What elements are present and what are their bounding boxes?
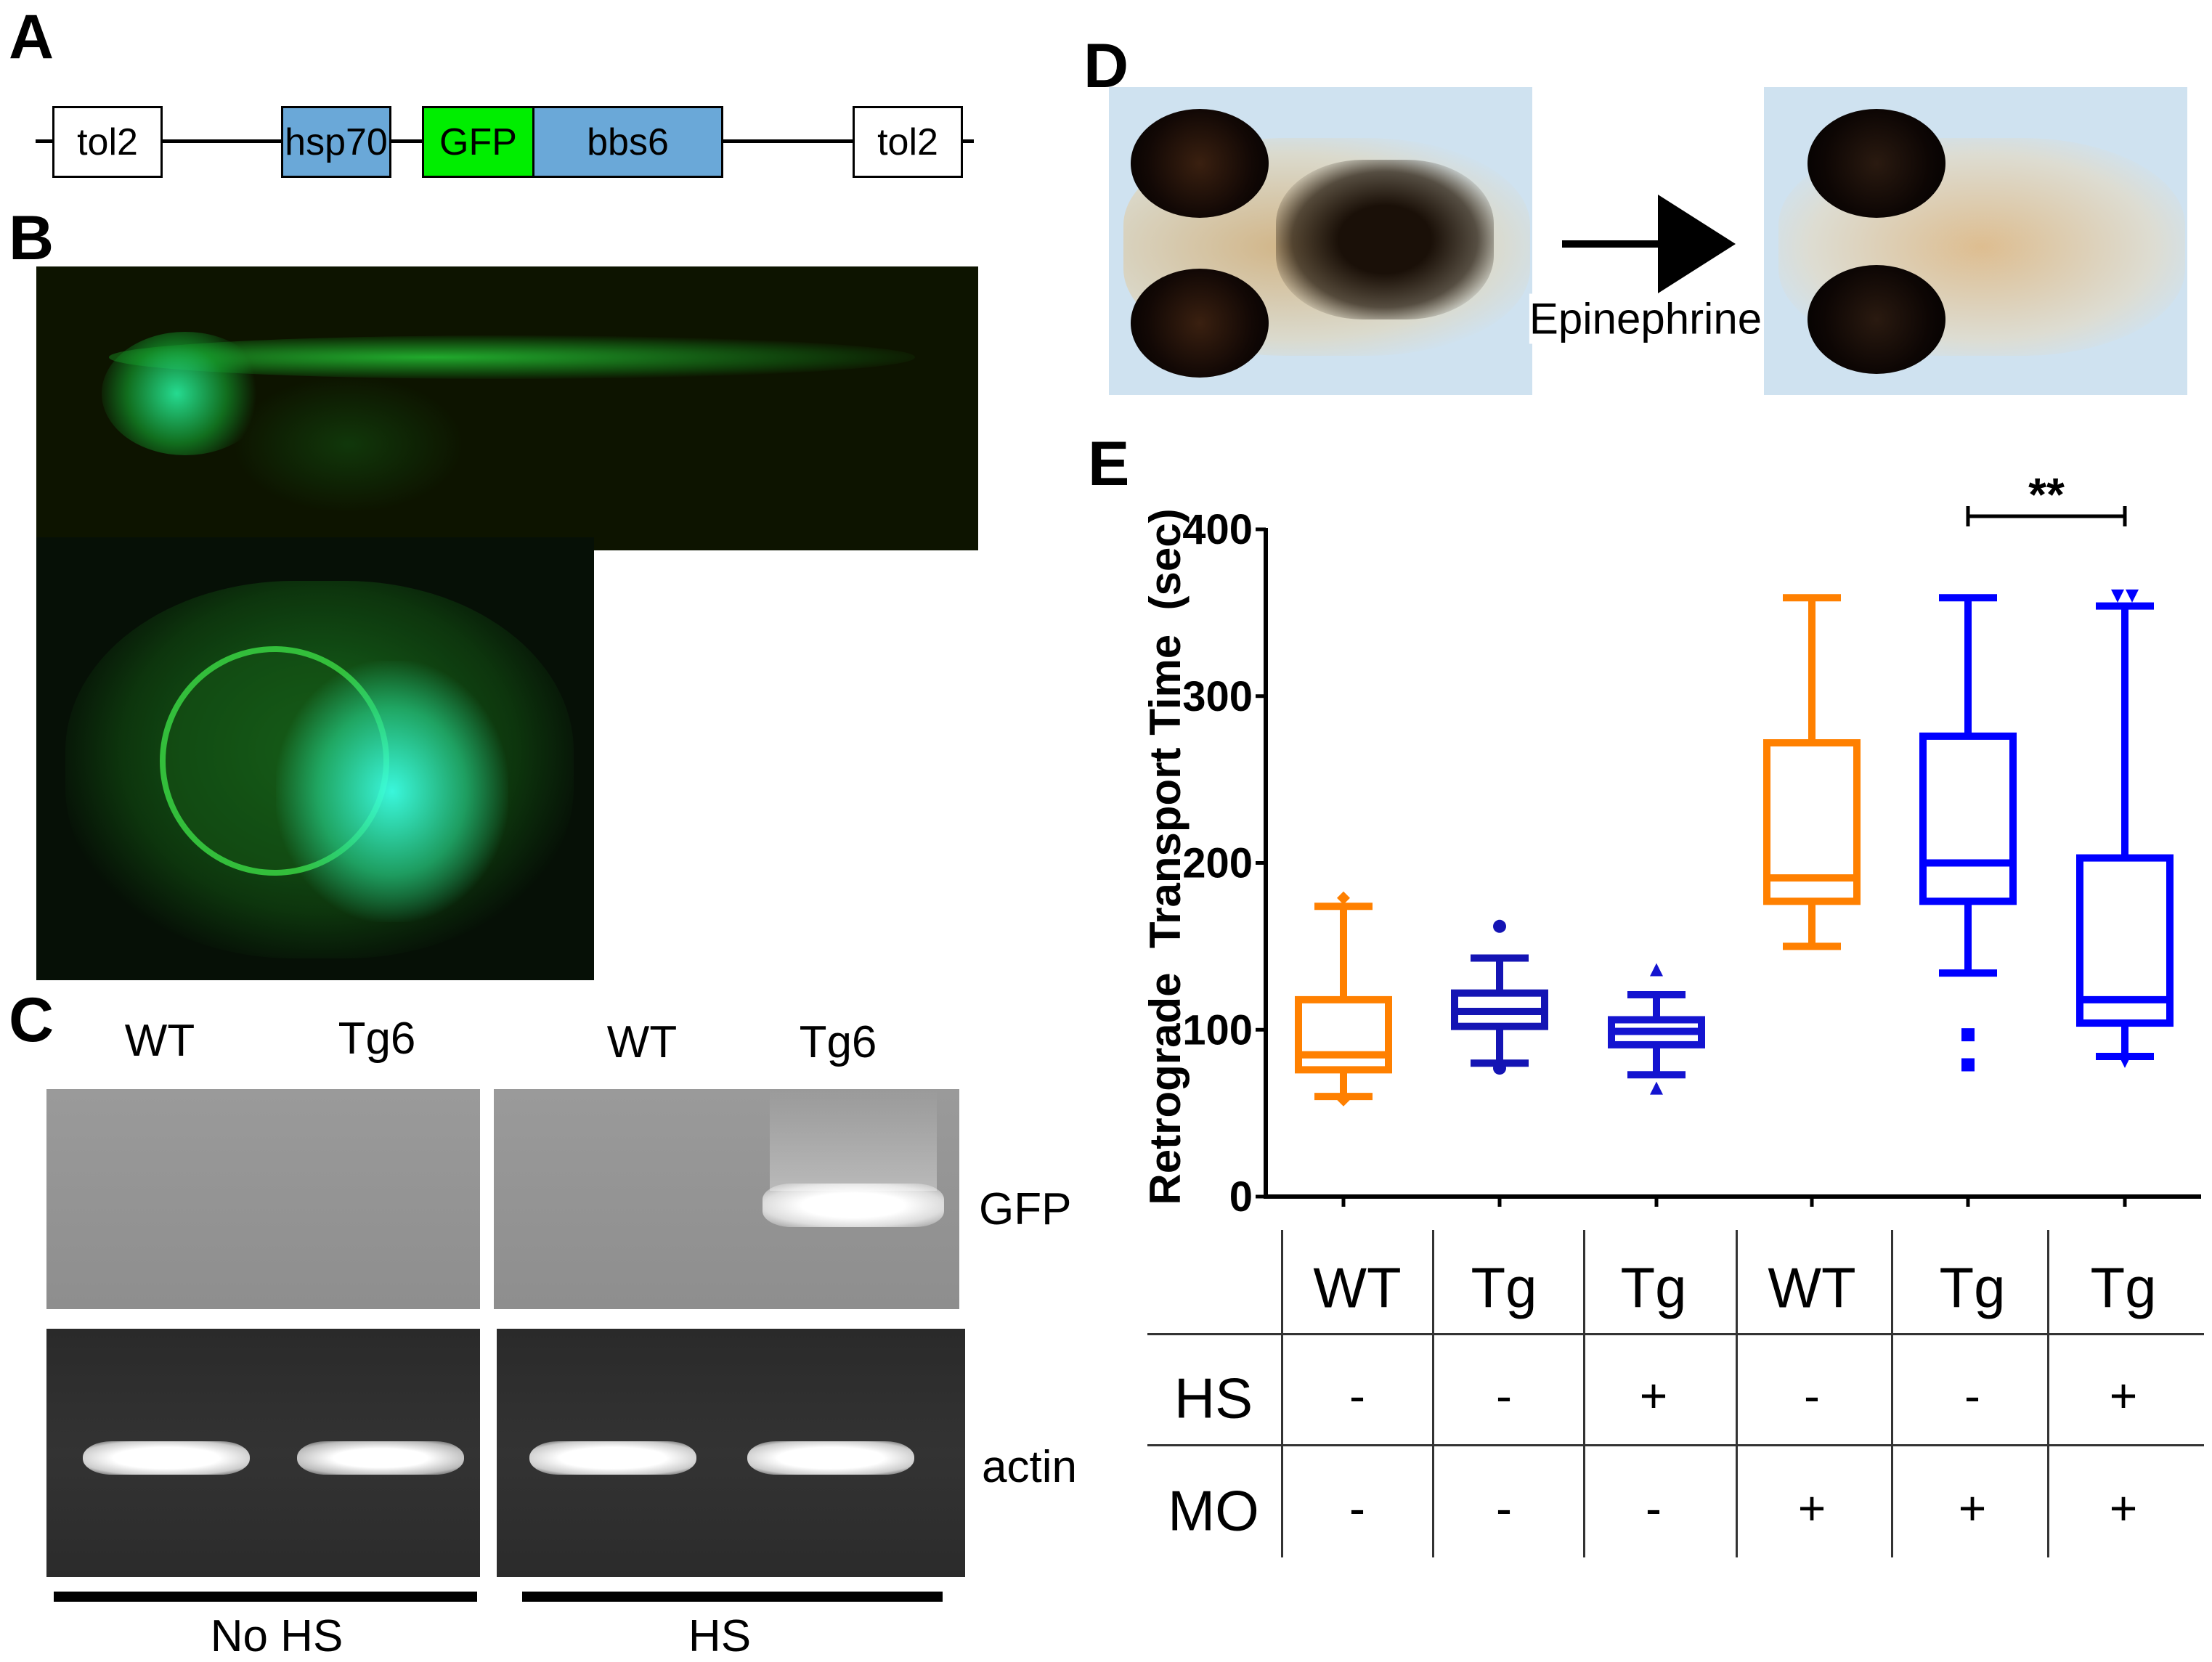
outlier-point <box>1337 1093 1350 1107</box>
construct-hsp70: hsp70 <box>281 106 391 178</box>
table-cell: + <box>1797 1481 1826 1535</box>
gel-row-label-actin: actin <box>982 1442 1077 1492</box>
table-header-genotype: Tg <box>1471 1255 1537 1320</box>
outlier-point <box>2111 589 2124 603</box>
table-cell: - <box>1349 1369 1365 1422</box>
table-cell: + <box>2109 1369 2138 1422</box>
box-iqr <box>2076 854 2174 1027</box>
gel-gfp-hs <box>494 1089 959 1309</box>
outlier-point <box>1650 1081 1663 1095</box>
outlier-point <box>1961 1058 1975 1072</box>
significance-label: ** <box>2028 468 2065 521</box>
gfp-band <box>763 1184 944 1227</box>
table-cell: + <box>2109 1481 2138 1535</box>
gel-actin-no-hs <box>46 1329 480 1577</box>
y-tick-label: 200 <box>1182 840 1253 887</box>
outlier-point <box>1961 1028 1975 1042</box>
larva-after-image <box>1764 87 2187 395</box>
table-column-divider <box>1583 1230 1585 1557</box>
group-bar-hs <box>522 1592 943 1602</box>
lane-label: WT <box>606 1017 678 1067</box>
panel-label-b: B <box>9 203 54 273</box>
table-cell: + <box>1639 1369 1668 1422</box>
outlier-point <box>1337 891 1350 905</box>
outlier-point <box>1493 1062 1506 1075</box>
panel-label-c: C <box>9 985 54 1055</box>
table-header-genotype: Tg <box>2090 1255 2157 1320</box>
table-header-genotype: WT <box>1768 1255 1856 1320</box>
table-cell: - <box>1496 1369 1512 1422</box>
table-row-label: HS <box>1174 1366 1253 1430</box>
outlier-point <box>2126 589 2139 603</box>
y-tick-label: 400 <box>1182 506 1253 553</box>
group-label-no-hs: No HS <box>210 1611 343 1661</box>
table-cell: - <box>1964 1369 1980 1422</box>
table-column-divider <box>1432 1230 1434 1557</box>
gfp-larva-whole-image <box>36 266 978 550</box>
table-column-divider <box>1736 1230 1738 1557</box>
lane-label: Tg6 <box>338 1014 416 1064</box>
outlier-point <box>2118 1054 2131 1068</box>
y-axis-label: Retrograde Transport Time (sec) <box>1141 508 1190 1205</box>
actin-band <box>529 1441 696 1475</box>
box-iqr <box>1919 732 2017 905</box>
table-divider <box>1147 1333 2204 1335</box>
lane-label: WT <box>124 1016 195 1066</box>
construct-bbs6: bbs6 <box>532 106 723 178</box>
box-iqr <box>1295 995 1392 1074</box>
group-label-hs: HS <box>688 1611 752 1661</box>
table-cell: - <box>1349 1481 1365 1535</box>
actin-band <box>747 1441 914 1475</box>
construct-tol2-left: tol2 <box>52 106 163 178</box>
y-tick-label: 0 <box>1229 1173 1253 1221</box>
table-header-genotype: WT <box>1313 1255 1402 1320</box>
panel-label-e: E <box>1088 429 1130 499</box>
group-bar-no-hs <box>54 1592 477 1602</box>
table-cell: - <box>1646 1481 1662 1535</box>
panel-label-a: A <box>9 2 54 72</box>
outlier-point <box>1650 963 1663 977</box>
actin-band <box>83 1441 250 1475</box>
y-tick-label: 100 <box>1182 1006 1253 1054</box>
table-divider <box>1147 1444 2204 1446</box>
table-header-genotype: Tg <box>1939 1255 2006 1320</box>
box-iqr <box>1763 739 1861 905</box>
table-column-divider <box>1891 1230 1893 1557</box>
table-row-label: MO <box>1168 1478 1259 1543</box>
panel-label-d: D <box>1083 31 1129 101</box>
table-column-divider <box>2047 1230 2049 1557</box>
actin-band <box>297 1441 464 1475</box>
outlier-point <box>1493 919 1506 933</box>
treatment-label: Epinephrine <box>1529 293 1762 344</box>
table-cell: + <box>1958 1481 1987 1535</box>
y-tick-label: 300 <box>1182 673 1253 720</box>
gel-row-label-gfp: GFP <box>979 1184 1072 1234</box>
gfp-larva-head-image <box>36 537 594 980</box>
table-column-divider <box>1281 1230 1283 1557</box>
gel-gfp-no-hs <box>46 1089 480 1309</box>
construct-tol2-right: tol2 <box>853 106 963 178</box>
table-header-genotype: Tg <box>1620 1255 1687 1320</box>
table-cell: - <box>1804 1369 1820 1422</box>
larva-before-image <box>1109 87 1532 395</box>
gel-actin-hs <box>497 1329 965 1577</box>
table-cell: - <box>1496 1481 1512 1535</box>
lane-label: Tg6 <box>799 1017 877 1067</box>
